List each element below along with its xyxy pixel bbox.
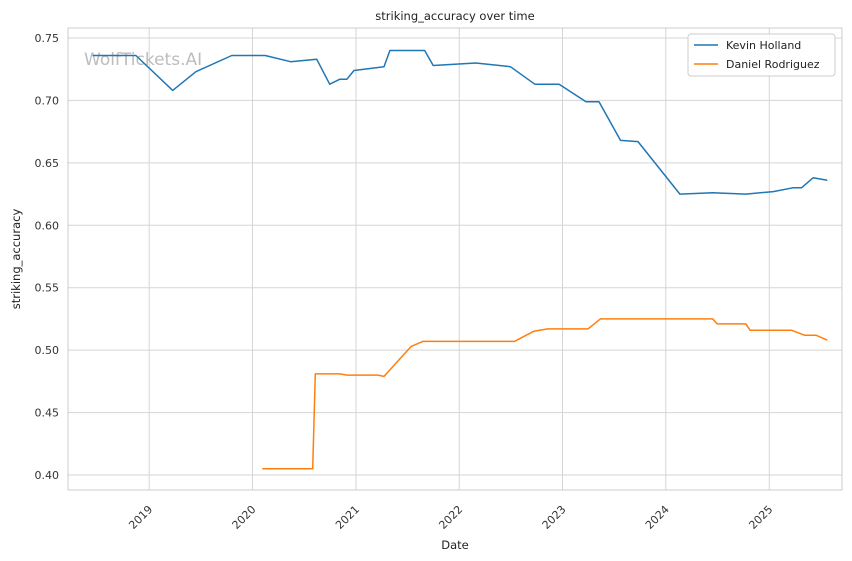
legend-box (687, 33, 836, 77)
y-tick-label: 0.55 (35, 282, 60, 295)
y-tick-label: 0.40 (35, 469, 60, 482)
chart-title: striking_accuracy over time (375, 9, 534, 23)
grid-lines (68, 28, 842, 490)
y-tick-label: 0.45 (35, 407, 60, 420)
legend: Kevin Holland Daniel Rodriguez (687, 33, 836, 77)
y-axis-label: striking_accuracy (9, 209, 23, 310)
y-tick-label: 0.75 (35, 32, 60, 45)
watermark: WolfTickets.AI (84, 50, 202, 70)
series-line-kevin-holland (92, 49, 828, 195)
legend-label: Daniel Rodriguez (726, 58, 820, 71)
y-tick-label: 0.70 (35, 94, 60, 107)
series-line-daniel-rodriguez (262, 318, 828, 470)
series-layer (92, 49, 828, 470)
y-tick-label: 0.60 (35, 219, 60, 232)
y-tick-label: 0.65 (35, 157, 60, 170)
legend-label: Kevin Holland (726, 39, 801, 52)
x-axis-label: Date (441, 538, 469, 552)
y-tick-label: 0.50 (35, 344, 60, 357)
plot-frame (67, 27, 843, 491)
y-axis-ticks: 0.40 0.45 0.50 0.55 0.60 0.65 0.70 0.75 (35, 32, 60, 482)
